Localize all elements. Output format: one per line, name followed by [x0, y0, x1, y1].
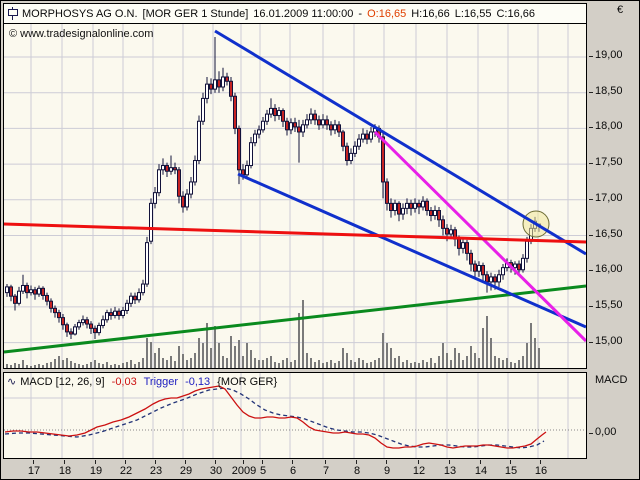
macd-name: MACD [12, 26, 9]	[20, 376, 105, 388]
macd-lines	[4, 385, 547, 449]
separator: -	[358, 7, 363, 20]
macd-panel: ∿ MACD [12, 26, 9] -0,03 Trigger -0,13 {M…	[3, 372, 587, 459]
date-label: 17	[27, 465, 41, 477]
date-tick	[155, 460, 156, 464]
macd-series-trigger	[4, 387, 545, 449]
date-label: 5	[259, 465, 267, 477]
date-tick	[33, 460, 34, 464]
support-green	[4, 284, 586, 354]
date-tick	[386, 460, 387, 464]
date-label: 15	[504, 465, 518, 477]
instrument-flag-icon	[8, 7, 18, 20]
date-label: 22	[119, 465, 133, 477]
date-tick	[262, 460, 263, 464]
date-label: 29	[179, 465, 193, 477]
date-label: 6	[289, 465, 297, 477]
date-label: 16	[534, 465, 548, 477]
wedge-upper-blue	[214, 29, 586, 256]
price-axis: € MACD 19,00 18,50 18,00 17,50 17,00 16,50 16,…	[587, 1, 639, 479]
date-label: 19	[89, 465, 103, 477]
trendlines	[4, 29, 586, 354]
symbol-context: [MOR GER 1 Stunde]	[142, 7, 249, 20]
indicator-wave-icon: ∿	[7, 376, 17, 388]
macd-header: ∿ MACD [12, 26, 9] -0,03 Trigger -0,13 {M…	[7, 375, 281, 388]
date-label: 7	[322, 465, 330, 477]
symbol-name: MORPHOSYS AG O.N.	[22, 7, 138, 20]
date-label: 30	[209, 465, 223, 477]
date-tick	[95, 460, 96, 464]
macd-suffix: {MOR GER}	[217, 376, 278, 388]
date-label: 12	[412, 465, 426, 477]
date-label: 14	[474, 465, 488, 477]
date-tick	[510, 460, 511, 464]
wedge-lower-blue	[237, 172, 586, 329]
date-tick	[418, 460, 419, 464]
date-tick	[215, 460, 216, 464]
macd-series-macd	[4, 385, 547, 449]
date-tick	[356, 460, 357, 464]
close-value: C:16,66	[496, 7, 535, 20]
macd-chart-svg[interactable]	[4, 373, 586, 458]
gridlines	[4, 24, 586, 368]
date-label: 2009	[231, 465, 257, 477]
date-tick	[540, 460, 541, 464]
volume-bars	[6, 300, 540, 368]
open-value: O:16,65	[367, 7, 407, 20]
macd-gridlines	[4, 373, 586, 458]
date-tick	[243, 460, 244, 464]
date-tick	[125, 460, 126, 464]
trigger-label: Trigger	[143, 376, 179, 388]
date-label: 9	[383, 465, 391, 477]
date-axis: 17 18 19 22 23 29 30 2009 5 6 7 8 9 12 13 14 15 16	[1, 460, 639, 479]
date-tick	[449, 460, 450, 464]
chart-title-bar: MORPHOSYS AG O.N. [MOR GER 1 Stunde] 16.…	[4, 4, 586, 24]
copyright-watermark: © www.tradesignalonline.com	[9, 28, 154, 40]
high-value: H:16,66	[411, 7, 450, 20]
date-tick	[64, 460, 65, 464]
bar-datetime: 16.01.2009 11:00:00	[253, 7, 354, 20]
date-label: 13	[443, 465, 457, 477]
fan-magenta	[373, 130, 586, 343]
price-chart-svg[interactable]	[4, 24, 586, 368]
resistance-red	[4, 222, 586, 244]
date-label: 23	[149, 465, 163, 477]
date-label: 8	[353, 465, 361, 477]
price-chart-panel: MORPHOSYS AG O.N. [MOR GER 1 Stunde] 16.…	[3, 3, 587, 369]
macd-value: -0,03	[111, 376, 137, 388]
date-tick	[185, 460, 186, 464]
trigger-value: -0,13	[185, 376, 211, 388]
currency-label: €	[617, 4, 624, 16]
date-tick	[325, 460, 326, 464]
macd-axis-label: MACD	[595, 374, 628, 386]
date-label: 18	[58, 465, 72, 477]
date-tick	[480, 460, 481, 464]
date-tick	[292, 460, 293, 464]
low-value: L:16,55	[454, 7, 492, 20]
